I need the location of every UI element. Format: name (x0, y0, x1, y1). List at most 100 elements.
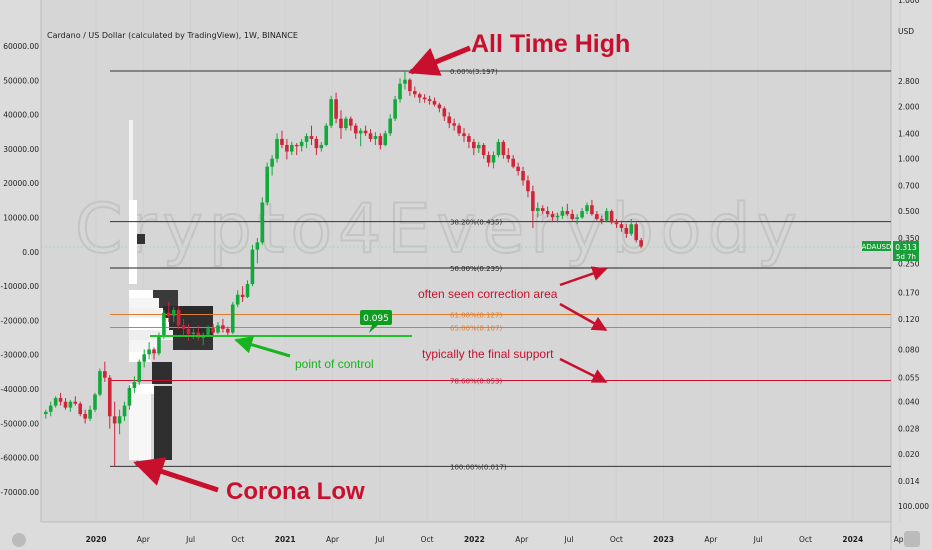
volume-profile-bar (163, 306, 213, 314)
candle (181, 318, 186, 337)
time-axis-tick: 2021 (275, 535, 296, 544)
left-axis-tick: -10000.00 (1, 282, 40, 291)
candle (565, 203, 570, 216)
volume-profile-bar (129, 298, 159, 308)
candle (408, 78, 412, 96)
candle (417, 92, 422, 103)
corona-low-arrow (133, 457, 219, 493)
price-axis-tick: USD (898, 27, 914, 36)
price-axis-tick: 0.028 (898, 425, 920, 434)
candle (536, 202, 540, 218)
candle (639, 237, 643, 249)
volume-profile-bar (129, 290, 153, 298)
volume-profile-bar (153, 290, 178, 308)
candle (309, 125, 314, 145)
price-axis-tick: 0.250 (898, 259, 920, 268)
time-axis-tick: Apr (704, 535, 718, 544)
candle (619, 220, 624, 232)
candle (388, 114, 392, 137)
fib-level-label: 65.00%(0.107) (450, 324, 502, 332)
candle (191, 328, 196, 339)
fib-level-label: 61.80%(0.127) (450, 312, 502, 320)
candle (344, 116, 348, 131)
candle (107, 375, 112, 429)
symbol-tag-label: ADAUSD (862, 243, 892, 251)
volume-profile-bar (129, 394, 151, 460)
left-axis-tick: -20000.00 (1, 316, 40, 325)
annotation-final-support: typically the final support (422, 347, 554, 361)
settings-icon[interactable] (904, 531, 920, 547)
candle (457, 123, 461, 137)
candle (299, 138, 304, 152)
fib-level-label: 78.60%(0.053) (450, 377, 502, 385)
tradingview-logo-icon[interactable] (12, 533, 26, 547)
candle (378, 133, 383, 150)
candle (186, 324, 191, 341)
candle (467, 133, 471, 149)
candle (245, 280, 250, 299)
candle (98, 368, 102, 397)
candle (294, 143, 299, 156)
candle (590, 199, 594, 216)
candle (152, 347, 156, 360)
last-price-value: 0.313 (895, 243, 917, 252)
candle (221, 318, 225, 333)
candle (270, 155, 274, 176)
left-axis-tick: 40000.00 (3, 111, 39, 120)
volume-profile-bar (129, 384, 154, 394)
price-axis-tick: 0.700 (898, 182, 920, 191)
candle (44, 409, 48, 419)
time-axis-tick: Oct (421, 535, 434, 544)
candle (599, 215, 604, 225)
candle (540, 205, 545, 215)
chart-title: Cardano / US Dollar (calculated by Tradi… (47, 31, 298, 40)
price-axis-tick: 0.080 (898, 345, 920, 354)
volume-profile-bar (129, 200, 137, 284)
right-axis-layer: 1.000 USD 2.800 2.000 1.400 1.000 0.700 0.500 0.… (898, 0, 929, 511)
left-axis-tick: 50000.00 (3, 76, 39, 85)
watermark-text: Crypto4Everybody (75, 190, 803, 269)
candle (476, 141, 481, 153)
price-axis-tick: 2.000 (898, 102, 920, 111)
time-axis-tick: Jul (753, 535, 763, 544)
candle (142, 349, 146, 368)
candle (491, 151, 496, 169)
candle (127, 384, 132, 410)
fib-level-label: 50.00%(0.235) (450, 265, 502, 273)
candle (132, 376, 137, 393)
fib-level-label: 0.00%(3.197) (450, 68, 498, 76)
candle (167, 301, 171, 323)
candle (334, 92, 338, 124)
annotation-correction-area: often seen correction area (418, 287, 558, 301)
price-axis-tick: 0.500 (898, 207, 920, 216)
price-axis-tick: 1.000 (898, 155, 920, 164)
left-axis-tick: 60000.00 (3, 42, 39, 51)
candle (353, 123, 358, 139)
symbol-tag (862, 241, 891, 251)
last-price-tag (893, 241, 919, 261)
candle (363, 125, 368, 137)
candle (216, 322, 220, 335)
candle (496, 138, 501, 158)
candle (329, 95, 333, 129)
price-axis-tick: 0.040 (898, 398, 920, 407)
candle (235, 290, 240, 308)
correction-arrow-lower (559, 302, 608, 332)
candle (230, 301, 235, 335)
poc-label-value: 0.095 (363, 314, 389, 324)
candle (265, 162, 269, 206)
poc-label-box (360, 310, 392, 325)
final-support-arrow (559, 357, 608, 384)
time-axis-tick: 2022 (464, 535, 485, 544)
candle (83, 409, 87, 424)
candle (58, 392, 63, 406)
candle (314, 136, 319, 156)
price-axis-tick: 100.000 (898, 502, 929, 511)
time-axis-tick: Jul (563, 535, 573, 544)
candle (403, 70, 407, 90)
candle (580, 208, 584, 220)
candle (555, 212, 560, 223)
left-axis-tick: -40000.00 (1, 385, 40, 394)
candle (383, 130, 388, 147)
